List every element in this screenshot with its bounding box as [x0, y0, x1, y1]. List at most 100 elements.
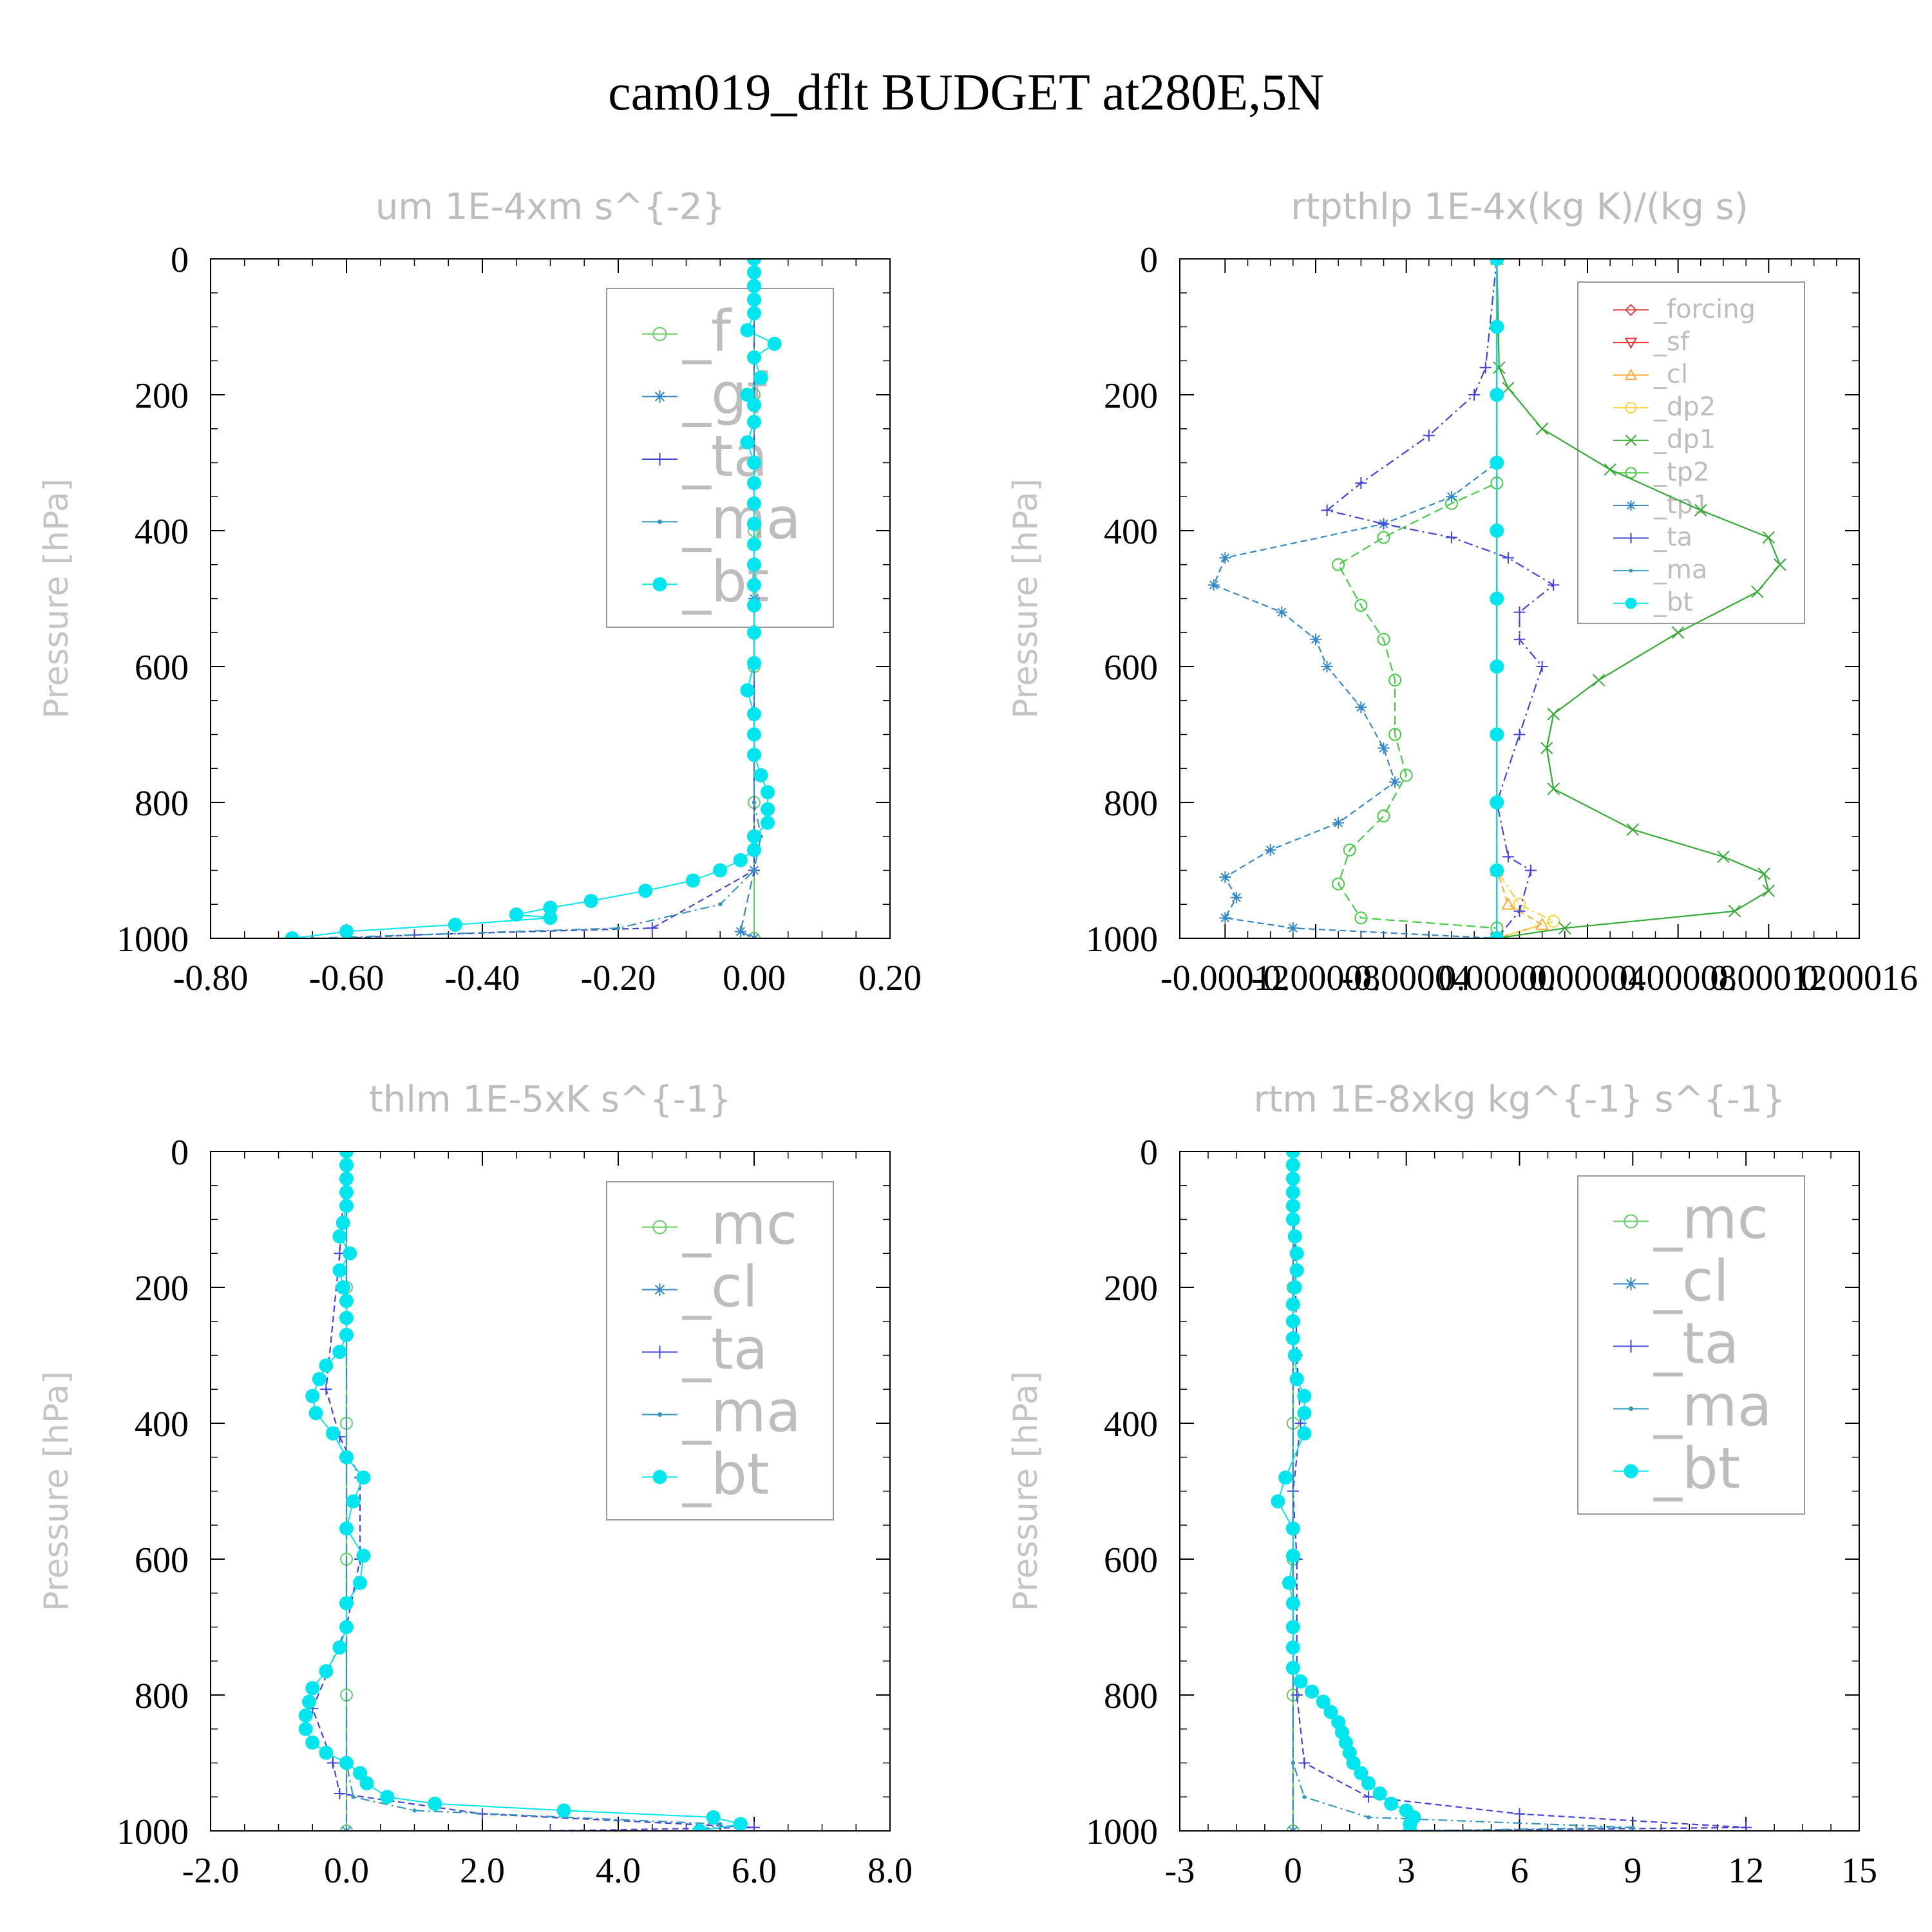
data-point [336, 1215, 350, 1230]
x-tick-label: 0.0 [324, 1851, 369, 1891]
x-tick-label: 15 [1841, 1851, 1877, 1891]
data-point [339, 1198, 354, 1213]
legend-swatch-marker [1624, 1340, 1638, 1353]
data-point [339, 1311, 354, 1325]
data-point [761, 815, 775, 830]
data-point [747, 259, 761, 266]
data-point [380, 1790, 395, 1804]
data-point [1285, 1620, 1300, 1634]
y-tick-label: 1000 [1086, 1812, 1158, 1852]
data-point [1446, 531, 1457, 544]
y-ticks: 0 200 400 600 800 1000 [1086, 240, 1859, 960]
legend-swatch-marker [653, 1283, 667, 1296]
legend-label: _ta [1653, 1311, 1739, 1377]
legend-swatch-marker [658, 519, 662, 524]
legend-swatch-marker [652, 327, 667, 341]
data-point [1285, 1297, 1300, 1312]
legend-label: _sf [1653, 327, 1690, 357]
data-point [544, 1825, 556, 1831]
data-point [339, 1171, 354, 1186]
data-point [1378, 518, 1390, 530]
y-tick-label: 0 [171, 1133, 189, 1173]
y-axis-label: Pressure [hPa] [1007, 1371, 1045, 1611]
x-tick-label: -0.20 [581, 958, 656, 998]
data-point [747, 727, 761, 742]
data-point [747, 656, 761, 670]
data-point [1377, 810, 1390, 823]
data-point [1310, 633, 1321, 645]
data-point [692, 1824, 707, 1831]
data-point [1323, 1705, 1338, 1719]
data-point [1384, 1796, 1399, 1811]
data-point [339, 1327, 354, 1342]
panel-title: rtm 1E-8xkg kg^{-1} s^{-1} [1253, 1079, 1785, 1121]
data-point [740, 683, 755, 697]
data-point [1631, 1825, 1635, 1830]
data-point [543, 900, 558, 915]
data-point [1378, 742, 1390, 754]
series-line [1213, 259, 1498, 938]
data-point [1363, 1791, 1375, 1803]
chart-panel-2: rtpthlp 1E-4x(kg K)/(kg s) Pressure [hPa]… [1007, 186, 1918, 998]
data-point [1490, 659, 1504, 674]
series-group [298, 1151, 760, 1831]
y-tick-label: 200 [135, 376, 189, 416]
data-point [706, 1810, 721, 1824]
data-point [747, 350, 761, 365]
data-point [1547, 708, 1560, 721]
data-point [747, 842, 761, 857]
data-point [740, 323, 755, 337]
data-point [1513, 728, 1526, 741]
data-point [1285, 1198, 1300, 1213]
data-point [747, 516, 761, 531]
data-point [339, 924, 354, 938]
legend-swatch-marker [1624, 1277, 1638, 1291]
data-point [1285, 1596, 1300, 1611]
x-tick-label: -0.00012 [1160, 958, 1290, 998]
data-point [747, 557, 761, 572]
x-tick-label: 0.00012 [1710, 958, 1827, 998]
legend-label: _ma [682, 486, 801, 552]
legend-swatch-marker [658, 1412, 662, 1417]
data-point [1276, 606, 1288, 618]
data-point [740, 435, 755, 450]
series-line [345, 1151, 721, 1831]
data-point [1208, 579, 1220, 591]
y-ticks: 0 200 400 600 800 1000 [117, 1133, 890, 1852]
x-tick-label: 3 [1397, 1851, 1416, 1891]
legend-swatch-marker [1625, 434, 1637, 446]
data-point [301, 1694, 316, 1709]
legend-swatch-marker [1625, 467, 1637, 479]
legend-label: _ta [682, 1316, 768, 1383]
x-tick-label: 9 [1624, 1851, 1642, 1891]
data-point [336, 1280, 350, 1294]
data-point [747, 455, 761, 470]
data-point [747, 397, 761, 412]
series-bt [285, 259, 782, 938]
legend-entry: _forcing [1613, 294, 1756, 324]
data-point [1354, 911, 1368, 925]
data-point [509, 907, 524, 922]
data-point [1717, 850, 1730, 864]
data-point [1388, 728, 1402, 741]
data-point [747, 292, 761, 307]
data-point [1468, 389, 1481, 401]
y-axis-label: Pressure [hPa] [1007, 478, 1045, 719]
x-tick-label: 2.0 [460, 1851, 505, 1891]
data-point [298, 1708, 313, 1723]
x-tick-label: -0.60 [309, 958, 384, 998]
data-point [1490, 727, 1504, 742]
legend-swatch-marker [1625, 303, 1637, 316]
data-point [761, 785, 775, 800]
data-point [1728, 905, 1741, 918]
data-point [320, 1383, 332, 1396]
figure-title: cam019_dflt BUDGET at280E,5N [608, 64, 1324, 121]
y-tick-label: 800 [1104, 1676, 1158, 1716]
data-point [1297, 1426, 1312, 1441]
x-tick-label: -0.00004 [1341, 958, 1471, 998]
legend-entry: _ta [1613, 1311, 1739, 1377]
y-tick-label: 800 [135, 784, 189, 824]
legend: _f_gf_ta_ma_bt [606, 288, 834, 628]
data-point [1264, 844, 1276, 856]
